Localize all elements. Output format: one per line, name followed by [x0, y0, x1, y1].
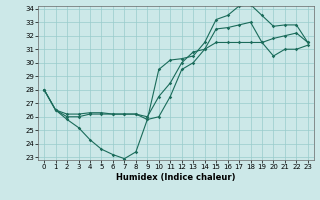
X-axis label: Humidex (Indice chaleur): Humidex (Indice chaleur): [116, 173, 236, 182]
